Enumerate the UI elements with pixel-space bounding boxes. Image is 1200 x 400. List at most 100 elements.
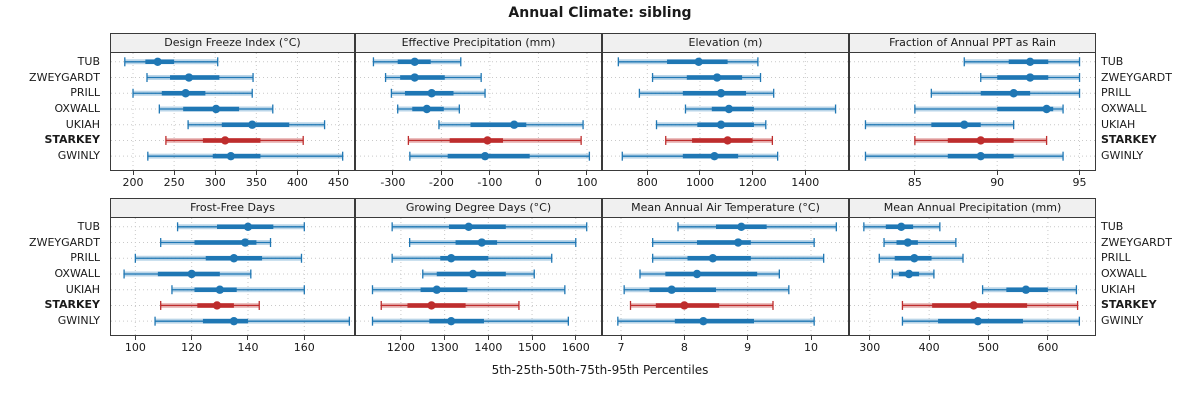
- axis-tick-label: 100: [124, 341, 146, 354]
- x-axis-elevation-m: 800 1000 1200 1400: [602, 171, 849, 193]
- site-label-tub: TUB: [77, 219, 100, 233]
- x-axis-mean-annual-air-temperature-c: 7 8 9 10: [602, 336, 849, 358]
- median-dot-gwinly: [446, 316, 456, 326]
- site-label-gwinly: GWINLY: [57, 314, 100, 328]
- site-label-oxwall: OXWALL: [1101, 266, 1147, 280]
- median-dot-zweygardt: [240, 238, 250, 247]
- median-dot-ukiah: [248, 120, 257, 129]
- axis-tick-label: 1300: [430, 341, 459, 354]
- panel-growing-degree-days-c: [355, 217, 602, 336]
- site-label-zweygardt: ZWEYGARDT: [1101, 235, 1172, 249]
- median-dot-tub: [464, 222, 473, 231]
- axis-tick-label: 95: [1072, 176, 1087, 189]
- panel-design-freeze-index-c: [110, 52, 355, 171]
- axis-tick: [988, 336, 990, 340]
- axis-tick: [537, 171, 539, 175]
- site-label-oxwall: OXWALL: [1101, 101, 1147, 115]
- median-dot-prill: [181, 89, 190, 98]
- axis-tick: [489, 171, 491, 175]
- axis-tick: [586, 171, 588, 175]
- axis-tick-label: 100: [576, 176, 598, 189]
- panel-strip-fraction-of-annual-ppt-as-rain: Fraction of Annual PPT as Rain: [849, 33, 1096, 52]
- median-dot-oxwall: [724, 104, 734, 114]
- axis-tick-label: 500: [978, 341, 1000, 354]
- axis-tick-label: 1400: [791, 176, 820, 189]
- median-dot-gwinly: [699, 316, 708, 326]
- axis-tick-label: 800: [636, 176, 658, 189]
- median-dot-prill: [446, 254, 456, 263]
- site-label-zweygardt: ZWEYGARDT: [1101, 70, 1172, 84]
- median-dot-oxwall: [211, 104, 221, 114]
- axis-tick: [914, 171, 916, 175]
- x-axis-effective-precipitation-mm: -300 -200 -100 0 100: [355, 171, 602, 193]
- median-dot-prill: [716, 89, 726, 98]
- axis-tick-label: -300: [380, 176, 406, 189]
- axis-tick: [1047, 336, 1049, 340]
- axis-tick-label: -200: [428, 176, 454, 189]
- panel-fraction-of-annual-ppt-as-rain: [849, 52, 1096, 171]
- axis-tick: [132, 171, 134, 175]
- site-label-tub: TUB: [1101, 219, 1124, 233]
- axis-tick-label: 200: [122, 176, 144, 189]
- axis-tick-label: 1200: [386, 341, 415, 354]
- site-label-tub: TUB: [1101, 54, 1124, 68]
- axis-tick: [444, 336, 446, 340]
- median-dot-oxwall: [692, 269, 702, 279]
- axis-tick-label: 1000: [685, 176, 714, 189]
- site-label-prill: PRILL: [1101, 86, 1131, 100]
- median-dot-tub: [897, 222, 906, 231]
- axis-tick-label: 1400: [474, 341, 503, 354]
- axis-tick: [214, 171, 216, 175]
- median-dot-ukiah: [509, 120, 519, 129]
- median-dot-zweygardt: [712, 73, 722, 82]
- median-dot-zweygardt: [410, 73, 419, 82]
- median-dot-tub: [737, 222, 746, 231]
- axis-tick: [191, 336, 193, 340]
- site-label-ukiah: UKIAH: [1101, 117, 1136, 131]
- axis-tick-label: 300: [204, 176, 226, 189]
- median-dot-gwinly: [480, 151, 490, 161]
- axis-tick-label: 90: [990, 176, 1005, 189]
- axis-tick: [303, 336, 305, 340]
- axis-tick-label: 300: [859, 341, 881, 354]
- panel-strip-mean-annual-air-temperature-c: Mean Annual Air Temperature (°C): [602, 198, 849, 217]
- panel-strip-elevation-m: Elevation (m): [602, 33, 849, 52]
- axis-tick: [531, 336, 533, 340]
- axis-tick: [869, 336, 871, 340]
- axis-tick-label: 350: [245, 176, 267, 189]
- median-dot-tub: [694, 57, 703, 66]
- site-labels-top-right: TUB ZWEYGARDT PRILL OXWALL UKIAH STARKEY GWINL…: [1101, 52, 1200, 170]
- x-axis-design-freeze-index-c: 200 250 300 350 400 450: [110, 171, 355, 193]
- axis-tick: [575, 336, 577, 340]
- panel-strip-growing-degree-days-c: Growing Degree Days (°C): [355, 198, 602, 217]
- site-label-starkey: STARKEY: [44, 133, 100, 147]
- axis-tick-label: -100: [477, 176, 503, 189]
- site-label-tub: TUB: [77, 54, 100, 68]
- x-axis-growing-degree-days-c: 1200 1300 1400 1500 1600: [355, 336, 602, 358]
- median-dot-ukiah: [215, 285, 225, 294]
- site-label-starkey: STARKEY: [1101, 133, 1157, 147]
- site-label-prill: PRILL: [70, 251, 100, 265]
- median-dot-zweygardt: [1025, 73, 1035, 82]
- median-dot-starkey: [723, 136, 732, 145]
- axis-tick: [338, 171, 340, 175]
- axis-tick: [747, 336, 749, 340]
- axis-tick: [255, 171, 257, 175]
- axis-tick: [928, 336, 930, 340]
- axis-tick-label: 8: [680, 341, 688, 354]
- panel-strip-frost-free-days: Frost-Free Days: [110, 198, 355, 217]
- median-dot-starkey: [976, 136, 985, 145]
- site-label-prill: PRILL: [70, 86, 100, 100]
- axis-tick-label: 140: [237, 341, 259, 354]
- x-axis-fraction-of-annual-ppt-as-rain: 85 90 95: [849, 171, 1096, 193]
- figure-title: Annual Climate: sibling: [508, 5, 692, 21]
- median-dot-zweygardt: [903, 238, 912, 247]
- median-dot-prill: [708, 254, 718, 263]
- site-label-starkey: STARKEY: [44, 298, 100, 312]
- axis-tick-label: 85: [907, 176, 922, 189]
- site-label-oxwall: OXWALL: [54, 101, 100, 115]
- axis-tick-label: 450: [328, 176, 350, 189]
- x-axis-mean-annual-precipitation-mm: 300 400 500 600: [849, 336, 1096, 358]
- axis-tick: [440, 171, 442, 175]
- axis-tick: [996, 171, 998, 175]
